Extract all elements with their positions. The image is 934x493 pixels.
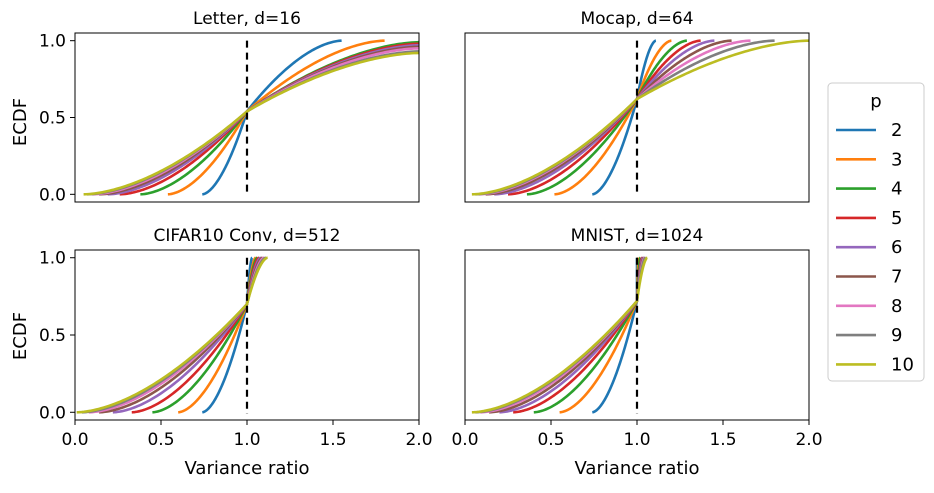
xlabel-right: Variance ratio [575, 458, 700, 479]
y-tick-label: 0.5 [39, 109, 66, 129]
series-line-p2 [201, 39, 342, 196]
legend-label-p2: 2 [891, 120, 902, 141]
x-tick-label: 0.5 [147, 430, 174, 450]
x-tick-label: 1.0 [623, 430, 650, 450]
panel-title: CIFAR10 Conv, d=512 [154, 226, 341, 246]
x-tick-label: 2.0 [405, 430, 432, 450]
x-tick-label: 1.5 [709, 430, 736, 450]
series-line-p10 [83, 51, 419, 196]
x-tick-label: 0.0 [451, 430, 478, 450]
series-group [471, 256, 649, 414]
y-tick-label: 0.0 [39, 403, 66, 423]
series-line-p4 [140, 40, 419, 196]
panel-title: Letter, d=16 [193, 9, 301, 29]
xlabel-left: Variance ratio [185, 458, 310, 479]
ylabel-bottom: ECDF [10, 312, 31, 360]
x-tick-label: 0.5 [537, 430, 564, 450]
legend-label-p8: 8 [891, 296, 902, 317]
series-line-p6 [107, 43, 419, 196]
y-tick-label: 0.5 [39, 326, 66, 346]
series-line-p7 [99, 45, 419, 196]
x-tick-label: 0.0 [61, 430, 88, 450]
series-line-p10 [471, 39, 809, 196]
series-group [76, 256, 269, 414]
legend-label-p3: 3 [891, 149, 902, 170]
legend-entries: 2 3 4 5 6 7 8 9 10 [836, 120, 914, 375]
panel-title: Mocap, d=64 [580, 9, 693, 29]
legend-label-p9: 9 [891, 325, 902, 346]
series-line-p6 [494, 39, 715, 196]
y-tick-label: 0.0 [39, 185, 66, 205]
legend-label-p6: 6 [891, 237, 902, 258]
series-line-p3 [559, 256, 640, 414]
x-tick-label: 1.0 [233, 430, 260, 450]
legend-label-p4: 4 [891, 179, 902, 200]
y-tick-label: 1.0 [39, 32, 66, 52]
panels: Letter, d=16 0.0 0.5 1.0 Mocap, d=64 CIFAR10 … [39, 9, 823, 450]
legend-label-p10: 10 [891, 354, 914, 375]
series-line-p8 [92, 47, 419, 196]
axes-frame [464, 32, 810, 203]
panel-3: CIFAR10 Conv, d=512 0.0 0.5 1.0 0.0 0.5 1.0 1.5… [39, 226, 433, 450]
panel-title: MNIST, d=1024 [571, 226, 704, 246]
series-line-p10 [471, 256, 649, 414]
series-line-p9 [87, 50, 419, 196]
panel-4: MNIST, d=1024 0.0 0.5 1.0 1.5 2.0 [451, 226, 822, 450]
x-tick-label: 1.5 [319, 430, 346, 450]
legend-label-p5: 5 [891, 208, 902, 229]
legend: p 2 3 4 5 6 7 8 9 10 [827, 82, 925, 382]
panel-1: Letter, d=16 0.0 0.5 1.0 [39, 9, 420, 205]
panel-2: Mocap, d=64 [464, 9, 810, 203]
x-tick-label: 2.0 [795, 430, 822, 450]
series-line-p10 [76, 256, 269, 414]
series-line-p5 [507, 39, 702, 196]
ylabel-top: ECDF [10, 98, 31, 146]
series-group [471, 39, 809, 196]
legend-label-p7: 7 [891, 267, 902, 288]
legend-title: p [870, 91, 881, 112]
y-tick-label: 1.0 [39, 249, 66, 269]
series-group [83, 39, 419, 196]
